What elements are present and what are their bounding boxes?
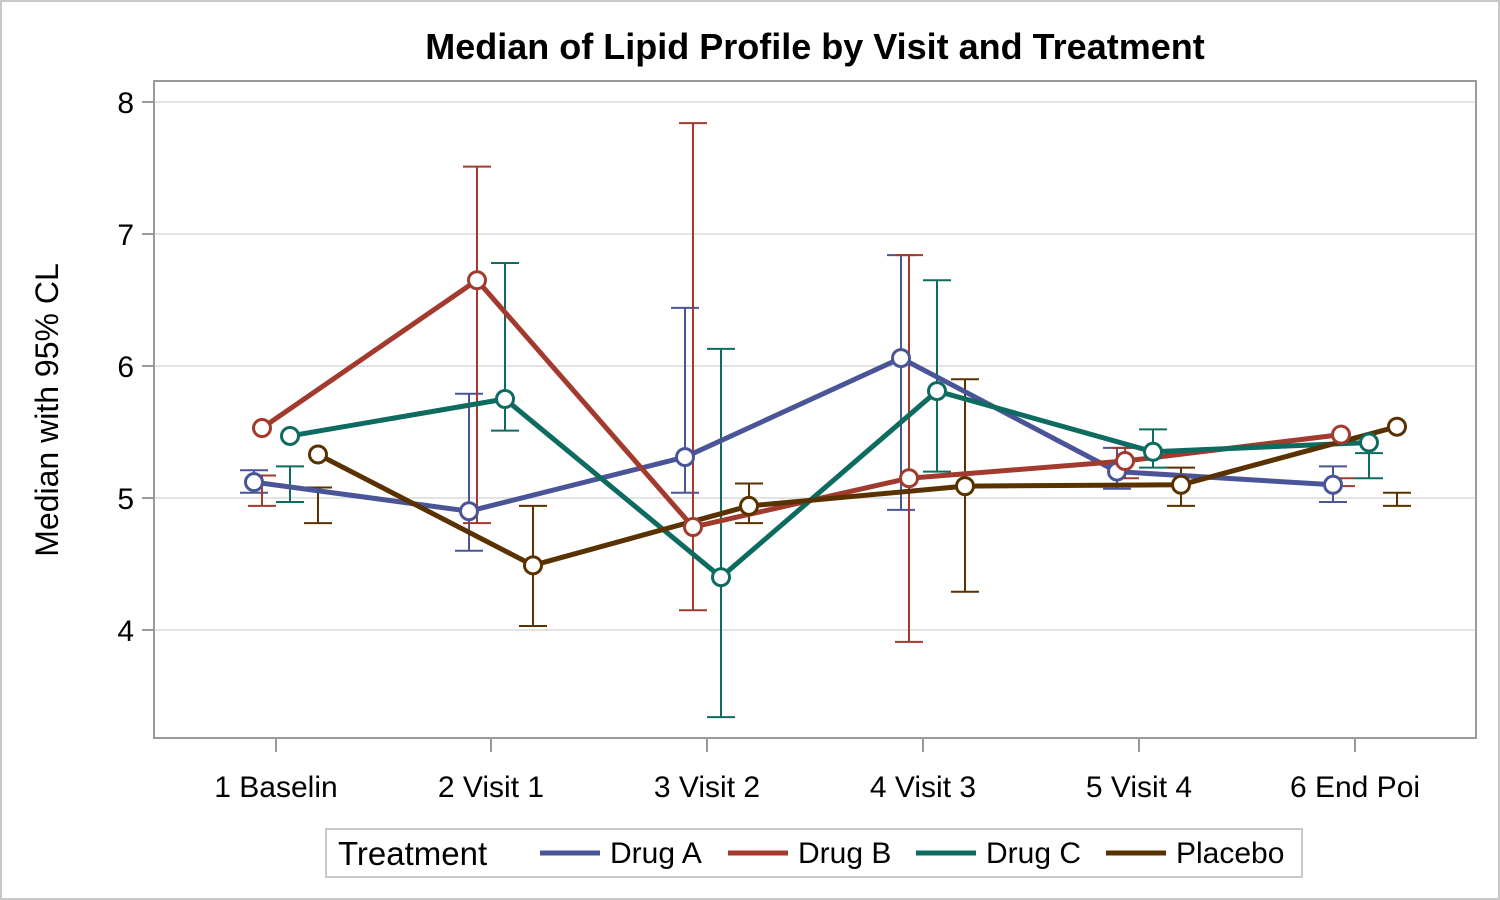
data-point-placebo	[955, 476, 975, 497]
axes: 4 5 6 7 8 1 Baselin 2 Visit 1 3 Visit 2 4 Visit …	[117, 87, 1420, 804]
data-point-placebo	[1387, 416, 1407, 437]
data-point-drug-b	[252, 418, 272, 439]
data-point-drug-a	[1323, 474, 1343, 495]
series-lines	[253, 277, 1398, 580]
x-tick-label: 5 Visit 4	[1086, 771, 1192, 804]
legend-title: Treatment	[338, 835, 487, 872]
series-line-drug-c	[289, 388, 1370, 580]
data-point-drug-c	[280, 425, 300, 446]
x-tick-label: 2 Visit 1	[438, 771, 544, 804]
y-tick-label: 6	[117, 351, 134, 384]
x-tick-label: 1 Baselin	[214, 771, 337, 804]
data-point-drug-a	[675, 447, 695, 468]
legend-label: Placebo	[1176, 837, 1284, 870]
series-line-placebo	[316, 424, 1398, 568]
data-point-drug-b	[1115, 451, 1135, 472]
data-point-drug-c	[711, 567, 731, 588]
data-point-drug-b	[683, 517, 703, 538]
data-point-drug-c	[1143, 441, 1163, 462]
chart-title: Median of Lipid Profile by Visit and Tre…	[425, 26, 1204, 67]
x-tick-label: 6 End Poi	[1290, 771, 1420, 804]
y-tick-label: 5	[117, 483, 134, 516]
data-point-drug-b	[899, 468, 919, 489]
legend-entries: Drug A Drug B Drug C Placebo	[540, 837, 1284, 870]
data-point-placebo	[523, 555, 543, 576]
series-markers	[244, 270, 1407, 588]
y-tick-label: 8	[117, 87, 134, 120]
data-point-drug-a	[891, 348, 911, 369]
data-point-drug-c	[927, 381, 947, 402]
y-tick-label: 4	[117, 615, 134, 648]
data-point-drug-a	[244, 472, 264, 493]
error-bars	[240, 122, 1411, 719]
y-tick-label: 7	[117, 219, 134, 252]
y-axis-label: Median with 95% CL	[29, 263, 65, 556]
data-point-placebo	[308, 444, 328, 465]
data-point-drug-a	[459, 501, 479, 522]
data-point-placebo	[1171, 474, 1191, 495]
series-line-drug-a	[253, 355, 1334, 514]
plot-area	[153, 80, 1477, 739]
legend-label: Drug C	[986, 837, 1081, 870]
data-point-drug-b	[467, 270, 487, 291]
data-point-placebo	[739, 495, 759, 516]
data-point-drug-b	[1331, 424, 1351, 445]
legend-label: Drug A	[610, 837, 702, 870]
x-tick-label: 4 Visit 3	[870, 771, 976, 804]
data-point-drug-c	[1359, 432, 1379, 453]
data-point-drug-c	[495, 389, 515, 409]
legend-label: Drug B	[798, 837, 891, 870]
x-tick-label: 3 Visit 2	[654, 771, 760, 804]
